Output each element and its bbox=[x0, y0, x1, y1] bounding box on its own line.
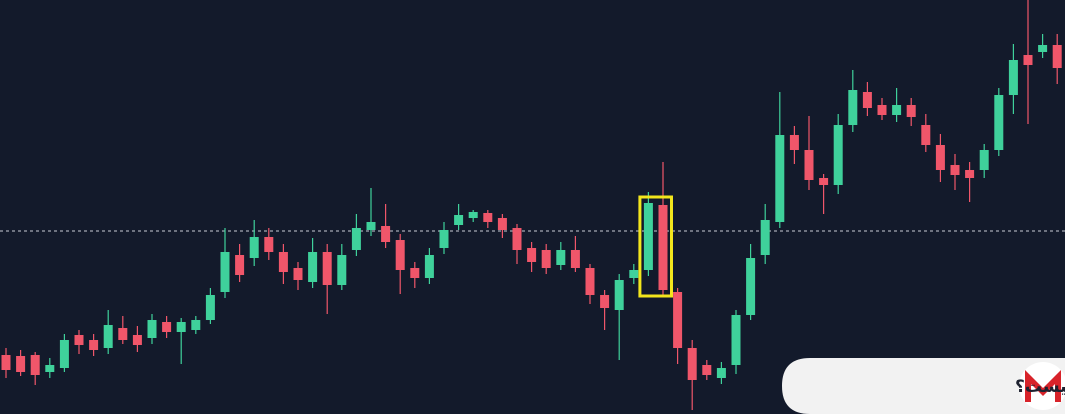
candle-body bbox=[570, 250, 580, 268]
candle-body bbox=[556, 250, 566, 265]
candle-body bbox=[702, 365, 712, 375]
candle-body bbox=[351, 228, 361, 250]
candle-body bbox=[746, 258, 756, 315]
candle-body bbox=[731, 315, 741, 365]
candle-body bbox=[381, 226, 391, 242]
candle-body bbox=[162, 322, 172, 332]
candle-body bbox=[658, 205, 668, 290]
candle-body bbox=[1052, 45, 1062, 68]
candle-body bbox=[278, 252, 288, 272]
candle-body bbox=[906, 105, 916, 117]
candle-body bbox=[366, 222, 376, 230]
candle-body bbox=[629, 270, 639, 278]
candle-body bbox=[994, 95, 1004, 150]
candle-body bbox=[643, 203, 653, 270]
candle-body bbox=[950, 165, 960, 175]
candle-body bbox=[59, 340, 69, 368]
candle-body bbox=[205, 295, 215, 320]
candle-body bbox=[848, 90, 858, 125]
candle-body bbox=[1023, 55, 1033, 65]
candle-body bbox=[512, 228, 522, 250]
candle-body bbox=[249, 237, 259, 258]
candle-body bbox=[293, 268, 303, 280]
candle-body bbox=[468, 212, 478, 218]
candle-body bbox=[483, 213, 493, 222]
candle-body bbox=[585, 268, 595, 295]
candle-body bbox=[424, 255, 434, 278]
candle-body bbox=[30, 355, 40, 375]
candle-body bbox=[716, 368, 726, 378]
logo bbox=[1025, 370, 1061, 402]
caption-box bbox=[782, 358, 1065, 414]
candle-body bbox=[614, 280, 624, 310]
candle-body bbox=[877, 105, 887, 115]
candle-body bbox=[965, 170, 975, 178]
candle-body bbox=[1, 355, 11, 370]
candle-body bbox=[1038, 45, 1048, 52]
candle-body bbox=[147, 320, 157, 338]
candle-body bbox=[132, 335, 142, 345]
candle-body bbox=[862, 92, 872, 108]
candle-body bbox=[103, 325, 113, 348]
candle-body bbox=[395, 240, 405, 270]
candle-body bbox=[804, 150, 814, 180]
candle-body bbox=[264, 237, 274, 252]
candle-body bbox=[935, 145, 945, 170]
candle-body bbox=[892, 105, 902, 115]
candle-body bbox=[527, 248, 537, 262]
candle-body bbox=[760, 220, 770, 255]
candle-body bbox=[979, 150, 989, 170]
candle-body bbox=[439, 230, 449, 248]
candle-body bbox=[497, 218, 507, 230]
candle-body bbox=[1008, 60, 1018, 95]
candle-body bbox=[220, 252, 230, 292]
candle-body bbox=[308, 252, 318, 282]
candle-body bbox=[322, 252, 332, 285]
candle-body bbox=[176, 322, 186, 332]
candle-body bbox=[775, 135, 785, 222]
candle-body bbox=[45, 365, 55, 372]
candle-body bbox=[541, 250, 551, 268]
candle-body bbox=[687, 348, 697, 380]
highlight-box bbox=[638, 195, 674, 298]
candle-body bbox=[235, 255, 245, 275]
candle-body bbox=[89, 340, 99, 350]
candle-body bbox=[819, 178, 829, 185]
candle-body bbox=[74, 335, 84, 345]
candle-body bbox=[833, 125, 843, 185]
candle-body bbox=[118, 328, 128, 340]
caption-badge: سینگل کندل اوردر بلاک چیست؟ bbox=[782, 358, 1065, 414]
caption: سینگل کندل اوردر بلاک چیست؟ bbox=[1015, 376, 1065, 397]
candle-body bbox=[921, 125, 931, 145]
candle-body bbox=[600, 295, 610, 308]
candle-body bbox=[16, 356, 26, 372]
candle-body bbox=[191, 320, 201, 330]
candle-body bbox=[454, 215, 464, 225]
candle-body bbox=[789, 135, 799, 150]
candle-body bbox=[673, 292, 683, 348]
candle-body bbox=[410, 268, 420, 278]
candle-body bbox=[337, 255, 347, 285]
